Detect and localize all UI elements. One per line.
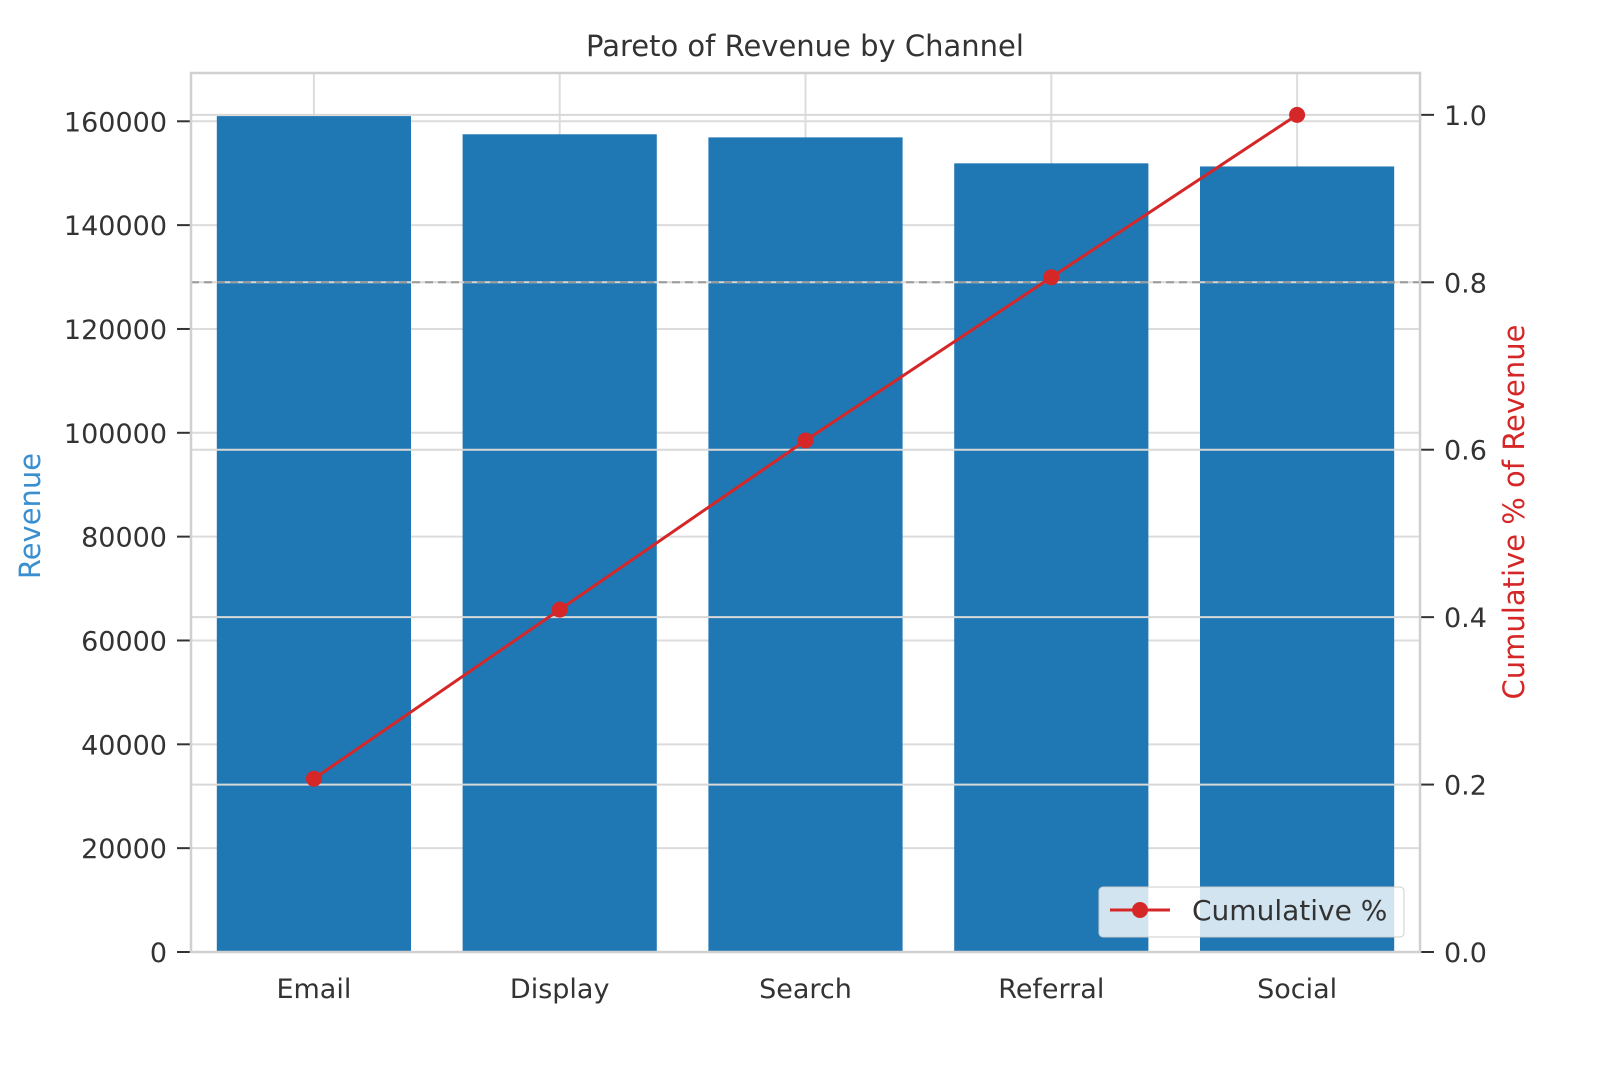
y-tick-label-left: 100000 bbox=[64, 419, 167, 450]
y-tick-label-right: 0.6 bbox=[1444, 436, 1487, 467]
y-tick-label-left: 140000 bbox=[64, 211, 167, 242]
y-tick-label-left: 160000 bbox=[64, 107, 167, 138]
bars bbox=[216, 116, 1395, 953]
cumulative-point-display bbox=[551, 601, 568, 618]
bar-display bbox=[462, 134, 657, 953]
legend-box bbox=[1098, 886, 1405, 938]
cumulative-point-referral bbox=[1043, 269, 1060, 286]
cumulative-point-social bbox=[1289, 106, 1306, 123]
plot-frame bbox=[189, 71, 1422, 954]
y-tick-label-right: 0.2 bbox=[1444, 771, 1487, 802]
y-tick-label-left: 40000 bbox=[81, 730, 167, 761]
cumulative-point-email bbox=[305, 770, 322, 787]
y-tick-label-right: 0.8 bbox=[1444, 268, 1487, 299]
x-tick-label: Social bbox=[1257, 974, 1337, 1005]
y-tick-label-left: 20000 bbox=[81, 834, 167, 865]
bar-search bbox=[708, 137, 903, 953]
cumulative-line bbox=[305, 106, 1306, 787]
x-tick-label: Search bbox=[759, 974, 852, 1005]
axes: 0 20000 40000 60000 80000 100000 120000 140000 1… bbox=[64, 71, 1487, 1005]
y-tick-label-left: 120000 bbox=[64, 315, 167, 346]
bar-referral bbox=[954, 163, 1149, 953]
legend-label: Cumulative % bbox=[1192, 894, 1387, 927]
cumulative-point-search bbox=[797, 432, 814, 449]
bar-social bbox=[1200, 166, 1395, 953]
y-tick-label-right: 1.0 bbox=[1444, 101, 1487, 132]
y-axis-label-left: Revenue bbox=[13, 453, 47, 579]
x-tick-label: Referral bbox=[998, 974, 1104, 1005]
y-tick-label-right: 0.0 bbox=[1444, 938, 1487, 969]
y-axis-label-right: Cumulative % of Revenue bbox=[1497, 325, 1531, 700]
y-tick-label-right: 0.4 bbox=[1444, 603, 1487, 634]
y-tick-label-left: 80000 bbox=[81, 523, 167, 554]
bar-email bbox=[216, 116, 411, 952]
legend: Cumulative % bbox=[1098, 886, 1405, 938]
x-tick-label: Email bbox=[276, 974, 351, 1005]
y-tick-label-left: 60000 bbox=[81, 626, 167, 657]
y-tick-label-left: 0 bbox=[150, 938, 167, 969]
chart-title: Pareto of Revenue by Channel bbox=[586, 29, 1024, 63]
legend-marker-swatch bbox=[1132, 902, 1148, 918]
x-tick-label: Display bbox=[510, 974, 610, 1005]
